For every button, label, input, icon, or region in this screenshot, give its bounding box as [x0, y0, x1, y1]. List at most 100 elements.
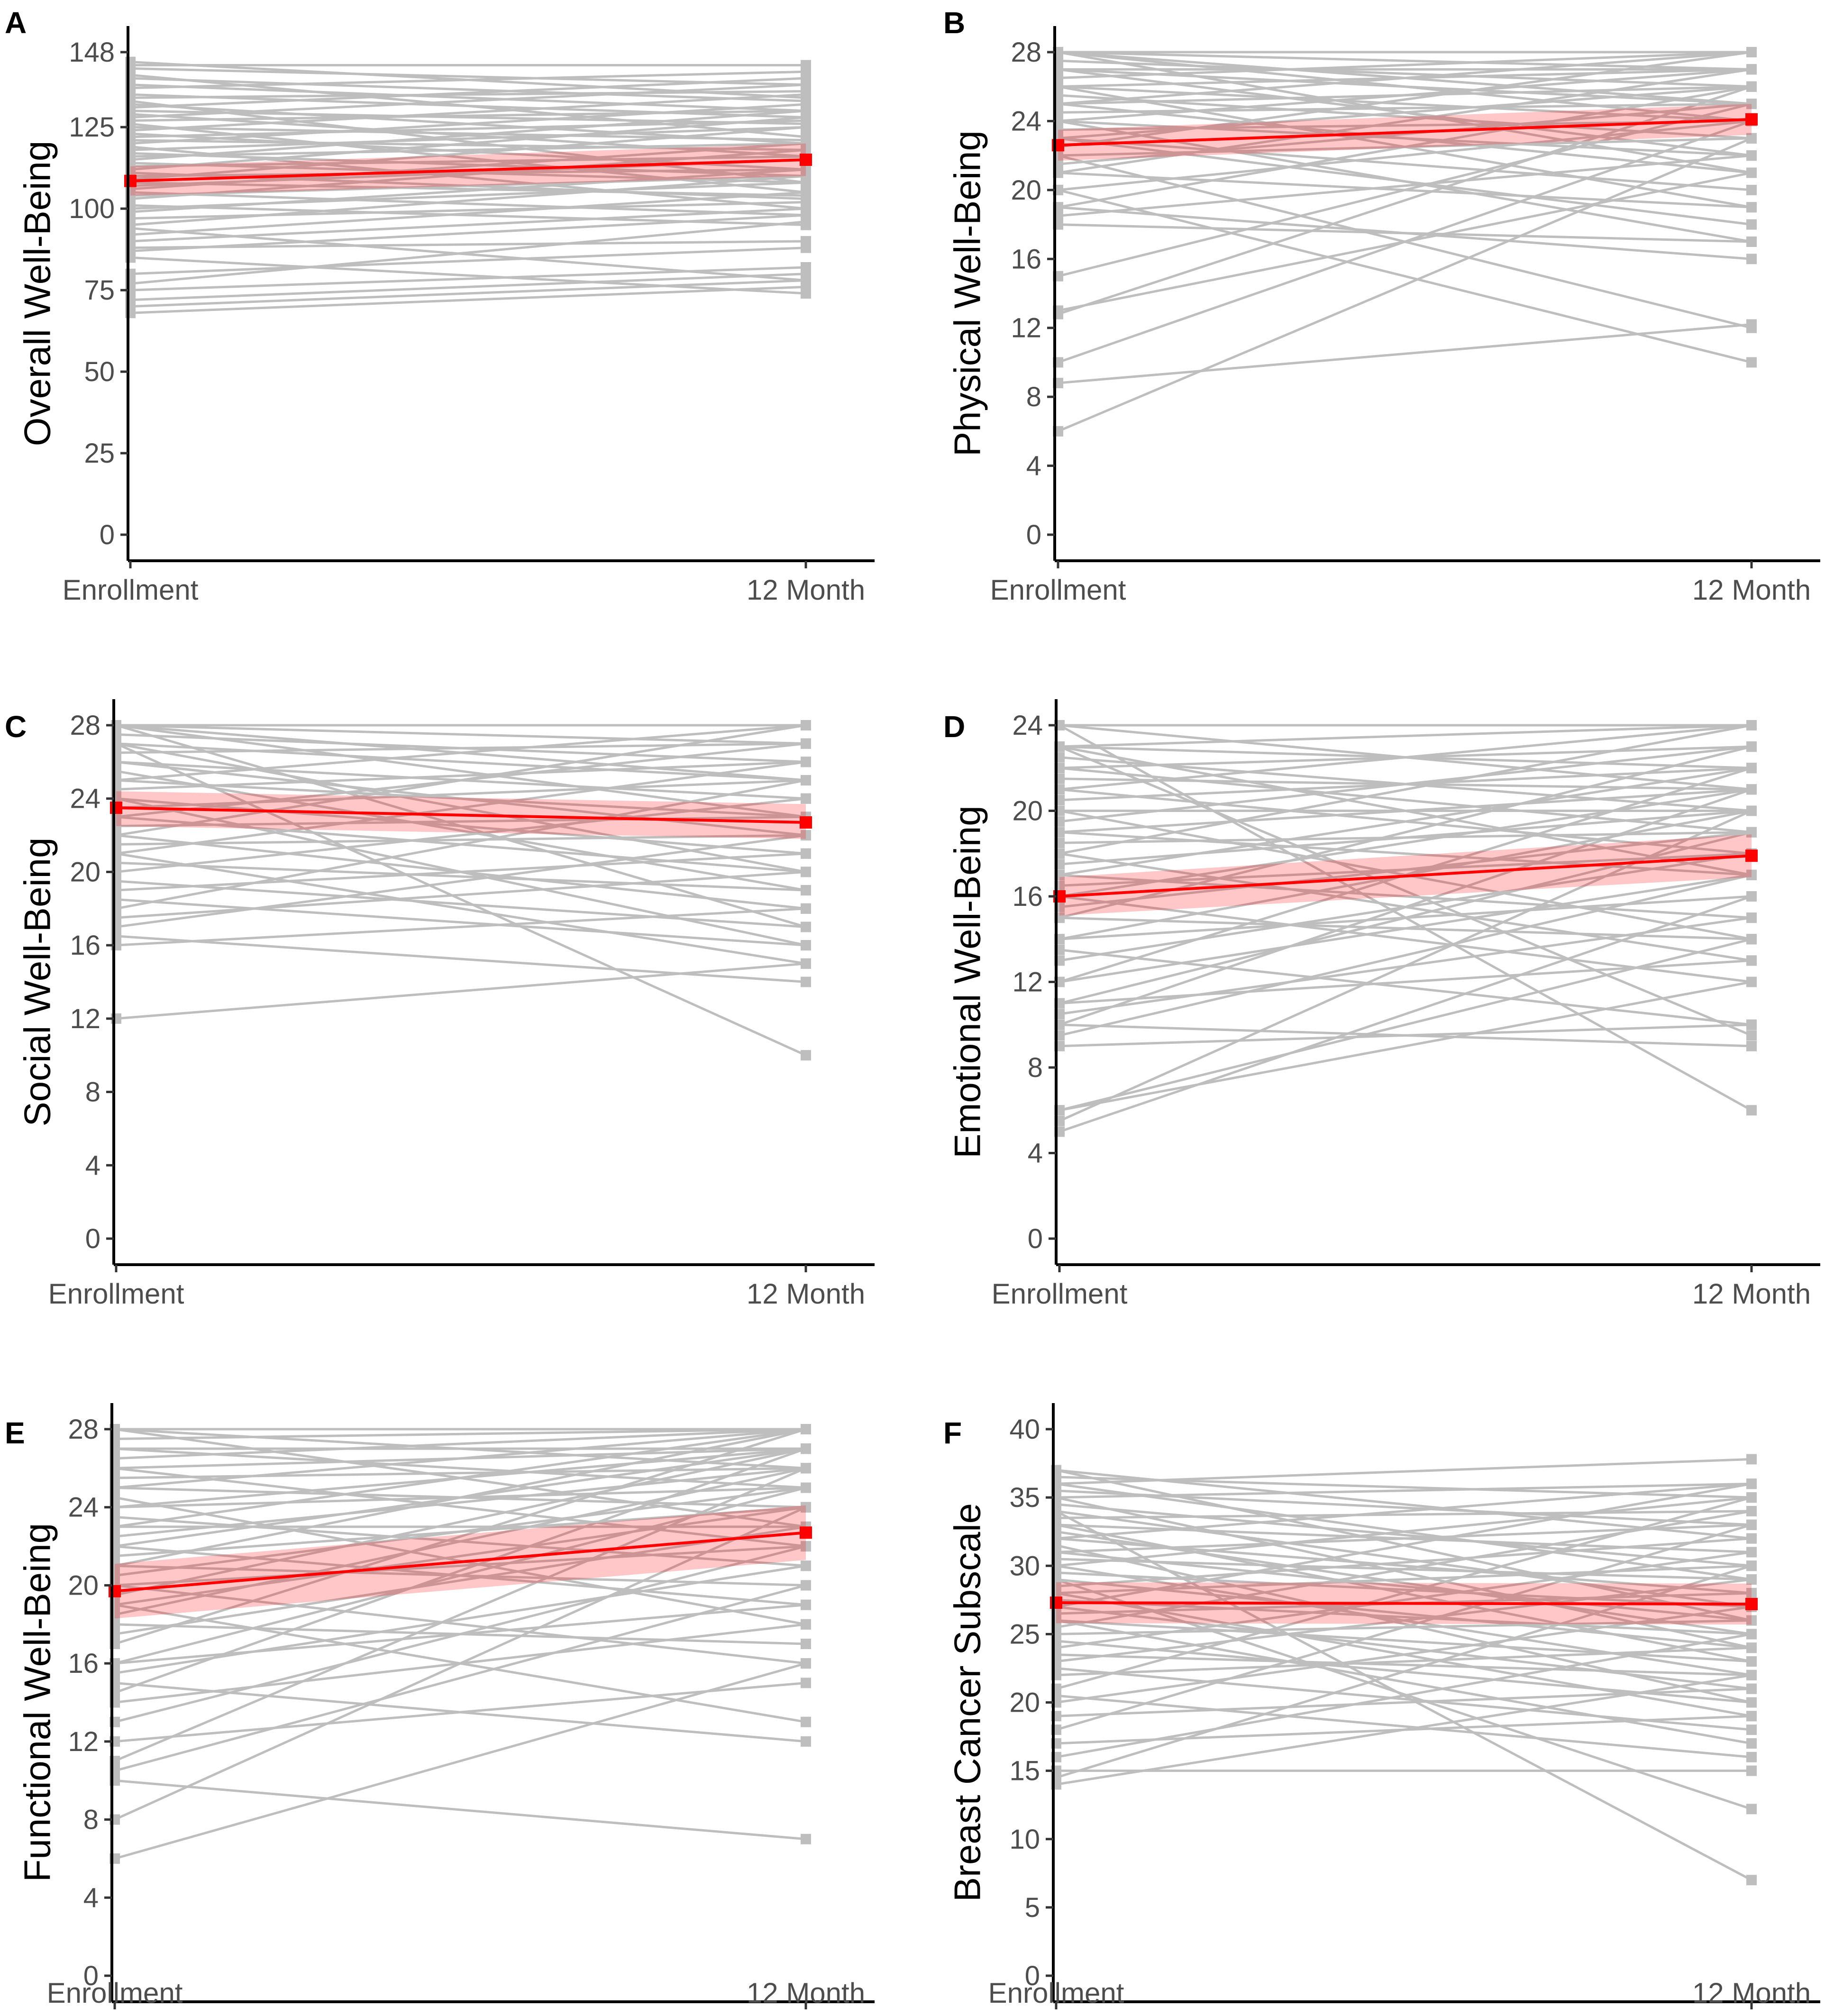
individual-line [130, 93, 806, 132]
individual-point [801, 793, 811, 804]
y-tick-label: 28 [1011, 37, 1041, 68]
individual-line [1056, 1564, 1752, 1677]
individual-line [1058, 51, 1752, 148]
y-tick-label: 148 [69, 37, 115, 68]
individual-line [116, 935, 806, 983]
individual-point [1746, 1105, 1757, 1116]
individual-line [1058, 102, 1752, 165]
individual-line [130, 73, 806, 138]
individual-line [1058, 724, 1752, 1112]
individual-line [130, 100, 806, 184]
individual-point [801, 976, 811, 987]
individual-line [116, 907, 806, 947]
x-tick-label: Enrollment [988, 1977, 1124, 2009]
y-tick-label: 24 [1012, 710, 1043, 741]
x-tick-label: 12 Month [747, 574, 865, 606]
individual-line [116, 797, 806, 947]
individual-point [1746, 1642, 1757, 1653]
individual-line [1059, 916, 1752, 1015]
y-tick-label: 30 [1009, 1551, 1040, 1581]
y-tick-label: 12 [70, 1003, 100, 1034]
individual-line [1058, 68, 1752, 174]
individual-line [116, 760, 806, 800]
individual-line [1058, 102, 1752, 174]
individual-point [801, 131, 811, 142]
individual-point [801, 275, 811, 286]
individual-line [130, 181, 806, 210]
panel-e: 0 4 8 12 16 20 24 28 Enrollment 12 Month Functiona… [5, 1403, 875, 2009]
y-tick-label: 4 [85, 1150, 100, 1181]
panel-d: 0 4 8 12 16 20 24 Enrollment 12 Month Emotional W… [943, 699, 1820, 1310]
individual-point [801, 262, 811, 273]
y-axis-title: Social Well-Being [16, 838, 58, 1127]
individual-line [130, 77, 806, 102]
individual-line [116, 770, 806, 892]
individual-line [1056, 1523, 1752, 1663]
individual-line [114, 1584, 806, 1772]
individual-point [801, 1736, 811, 1747]
individual-point [1746, 236, 1757, 247]
mean-point [1050, 1596, 1062, 1609]
x-tick-label: 12 Month [747, 1977, 865, 2009]
mean-line [114, 1531, 806, 1593]
individual-line [130, 83, 806, 112]
mean-line [116, 806, 806, 824]
individual-line [1058, 85, 1752, 105]
panel-a: 0 25 50 75 100 125 148 Enrollment 12 Month Overal… [5, 6, 875, 606]
individual-point [1746, 81, 1757, 92]
individual-point [1746, 1656, 1757, 1667]
individual-point [801, 60, 811, 71]
individual-line [1059, 724, 1752, 748]
individual-point [801, 1050, 811, 1061]
y-tick-label: 20 [1011, 175, 1041, 206]
individual-point [801, 1541, 811, 1552]
y-tick-label: 5 [1025, 1892, 1040, 1923]
individual-line [116, 834, 806, 846]
y-axis-title: Physical Well-Being [946, 130, 988, 456]
individual-line [1059, 895, 1752, 983]
panel-letter: E [5, 1416, 25, 1450]
x-tick-label: Enrollment [992, 1278, 1128, 1310]
x-tick-label: 12 Month [1692, 1977, 1811, 2009]
individual-point [801, 177, 811, 188]
individual-line [1056, 1551, 1752, 1622]
individual-point [1746, 254, 1757, 265]
panel-letter: B [943, 6, 965, 40]
individual-line [114, 1428, 806, 1528]
individual-line [116, 870, 806, 919]
y-tick-label: 20 [1009, 1688, 1040, 1718]
individual-line [130, 273, 806, 301]
individual-line [130, 113, 806, 158]
y-tick-label: 28 [70, 710, 100, 741]
individual-line [1058, 51, 1752, 80]
individual-line [1059, 724, 1752, 791]
mean-point [800, 1526, 812, 1539]
individual-line [1058, 59, 1752, 88]
individual-line [130, 204, 806, 227]
y-tick-label: 0 [100, 520, 115, 550]
mean-line [1056, 1601, 1752, 1606]
individual-line [114, 1467, 806, 1479]
individual-point [1746, 1478, 1757, 1489]
individual-line [1059, 831, 1752, 844]
individual-line [1058, 51, 1752, 122]
individual-point [1746, 1724, 1757, 1735]
individual-line [1059, 874, 1752, 919]
individual-point [801, 757, 811, 767]
individual-point [801, 1560, 811, 1571]
y-tick-label: 0 [1028, 1223, 1043, 1254]
individual-point [801, 1638, 811, 1649]
individual-point [801, 236, 811, 246]
individual-point [1746, 784, 1757, 795]
individual-point [1746, 1040, 1757, 1051]
mean-point [800, 816, 812, 829]
individual-line [130, 227, 806, 282]
individual-point [801, 1658, 811, 1669]
y-tick-label: 50 [84, 356, 115, 387]
y-tick-label: 0 [83, 1961, 99, 1991]
individual-line [116, 742, 806, 782]
panel-c: 0 4 8 12 16 20 24 28 Enrollment 12 Month Social We… [5, 699, 875, 1310]
individual-line [130, 162, 806, 184]
y-tick-label: 28 [68, 1414, 99, 1445]
y-tick-label: 0 [85, 1223, 100, 1254]
